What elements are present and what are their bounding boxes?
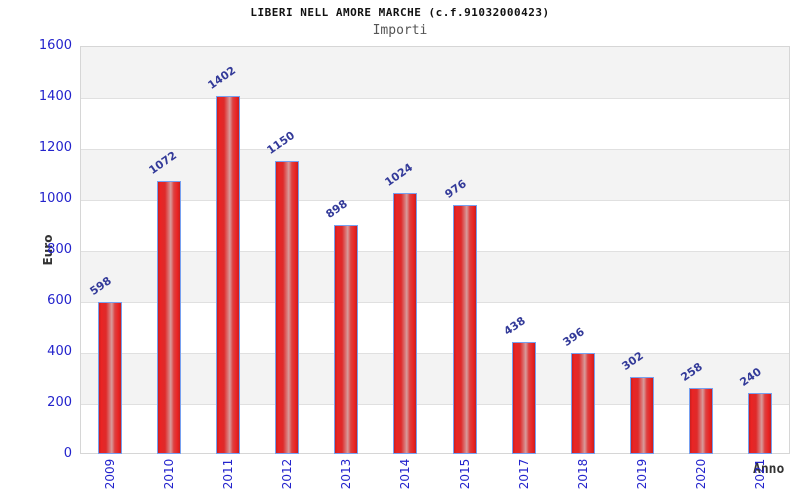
x-tick-label: 2011	[220, 458, 235, 490]
y-tick-label: 1600	[38, 38, 72, 53]
bar-2018	[570, 353, 595, 454]
bar-2014	[393, 192, 418, 454]
gridline	[81, 251, 789, 252]
y-tick-label: 0	[63, 446, 72, 461]
bar-2010	[156, 180, 181, 454]
x-tick-label: 2010	[161, 458, 176, 490]
y-tick-label: 600	[47, 293, 72, 308]
plot-band	[81, 149, 789, 200]
bar-2021	[748, 392, 773, 454]
gridline	[81, 200, 789, 201]
gridline	[81, 353, 789, 354]
y-tick-label: 1000	[38, 191, 72, 206]
plot-band	[81, 200, 789, 251]
x-axis-title: Anno	[753, 462, 785, 477]
bar-2015	[452, 205, 477, 454]
bar-2019	[630, 376, 655, 454]
x-tick-label: 2013	[339, 458, 354, 490]
x-tick-label: 2020	[694, 458, 709, 490]
bar-2017	[511, 342, 536, 454]
bar-2012	[275, 160, 300, 454]
bar-2011	[215, 96, 240, 454]
plot-band	[81, 404, 789, 455]
y-tick-label: 800	[47, 242, 72, 257]
plot-band	[81, 98, 789, 149]
gridline	[81, 302, 789, 303]
y-tick-label: 400	[47, 344, 72, 359]
bar-2009	[97, 301, 122, 454]
x-tick-label: 2021	[753, 458, 768, 490]
x-tick-label: 2019	[635, 458, 650, 490]
chart-subtitle: Importi	[372, 23, 428, 38]
plot-band	[81, 47, 789, 98]
y-tick-label: 200	[47, 395, 72, 410]
bar-2013	[334, 225, 359, 454]
plot-band	[81, 251, 789, 302]
gridline	[81, 149, 789, 150]
x-tick-label: 2018	[575, 458, 590, 490]
y-tick-label: 1200	[38, 140, 72, 155]
x-tick-label: 2009	[102, 458, 117, 490]
gridline	[81, 404, 789, 405]
gridline	[81, 98, 789, 99]
x-tick-label: 2017	[516, 458, 531, 490]
y-tick-label: 1400	[38, 89, 72, 104]
x-tick-label: 2014	[398, 458, 413, 490]
x-tick-label: 2015	[457, 458, 472, 490]
bar-2020	[689, 388, 714, 454]
chart-title: LIBERI NELL AMORE MARCHE (c.f.9103200042…	[250, 6, 550, 19]
plot-band	[81, 302, 789, 353]
plot-area	[80, 46, 790, 454]
x-tick-label: 2012	[280, 458, 295, 490]
plot-band	[81, 353, 789, 404]
